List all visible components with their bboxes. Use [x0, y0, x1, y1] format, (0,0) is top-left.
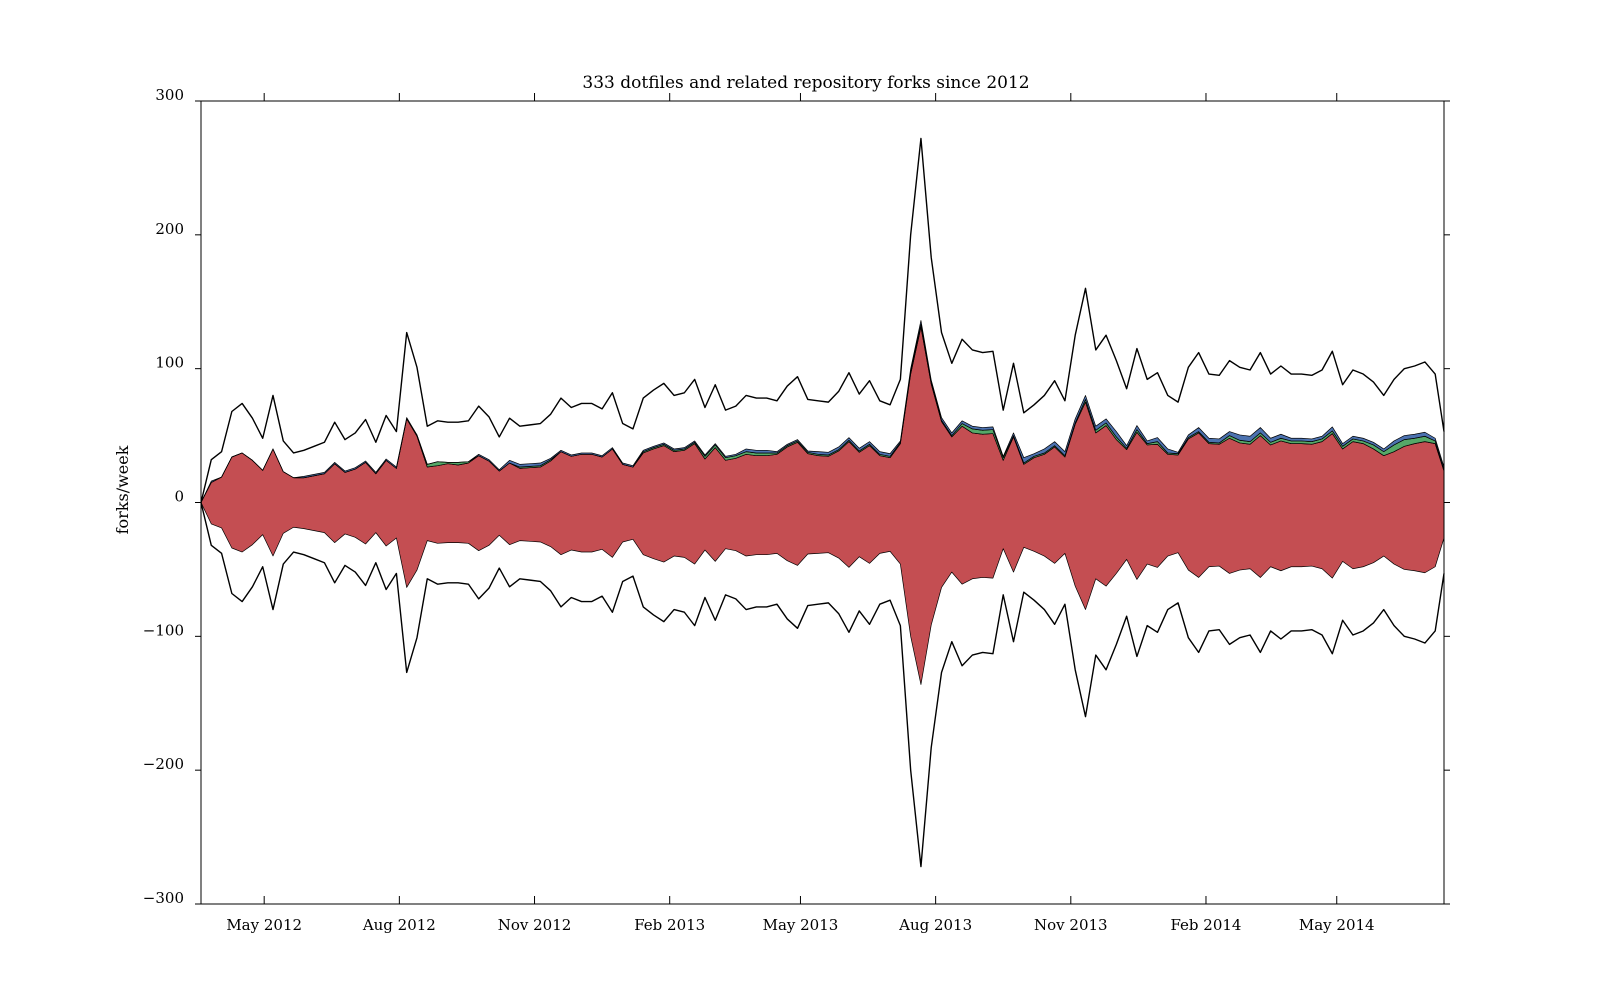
x-tick-label: Nov 2012	[498, 916, 572, 934]
y-tick-label: −300	[143, 889, 184, 907]
upper-envelope-line	[200, 137, 1445, 503]
y-tick-label: 0	[174, 488, 184, 506]
series-area-1	[200, 326, 1445, 685]
x-tick-label: Aug 2012	[362, 916, 436, 934]
x-tick-label: Feb 2014	[1170, 916, 1241, 934]
y-axis-ticks: 300 200 100 0 −100 −200 −300	[143, 86, 1450, 907]
y-tick-label: −200	[143, 755, 184, 773]
y-tick-label: 300	[155, 86, 184, 104]
series-layer	[200, 320, 1445, 685]
chart-title: 333 dotfiles and related repository fork…	[582, 73, 1029, 93]
x-axis-ticks: May 2012 Aug 2012 Nov 2012 Feb 2013 May 2013…	[226, 93, 1375, 934]
x-tick-label: Nov 2013	[1034, 916, 1108, 934]
x-tick-label: May 2014	[1299, 916, 1375, 934]
x-tick-label: Feb 2013	[634, 916, 705, 934]
x-tick-label: Aug 2013	[898, 916, 972, 934]
lower-envelope-line	[200, 502, 1445, 868]
y-axis-label: forks/week	[113, 445, 132, 534]
x-tick-label: May 2013	[763, 916, 839, 934]
x-tick-label: May 2012	[226, 916, 302, 934]
y-tick-label: 200	[155, 220, 184, 238]
y-tick-label: −100	[143, 621, 184, 639]
y-tick-label: 100	[155, 354, 184, 372]
outline-layer	[200, 137, 1445, 868]
